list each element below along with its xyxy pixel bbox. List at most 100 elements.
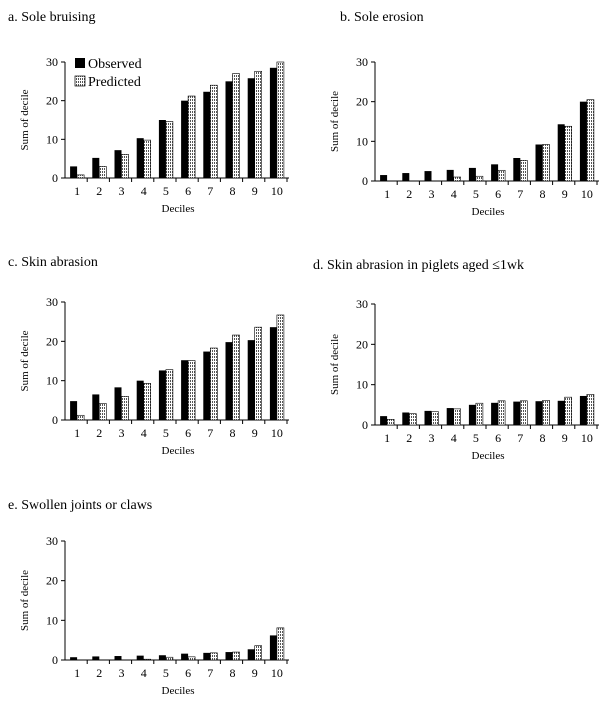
bar-predicted	[475, 175, 484, 182]
x-tick-label: 10	[581, 431, 593, 445]
bar-observed	[225, 342, 233, 420]
bar-predicted	[165, 656, 174, 661]
bar-observed	[181, 653, 189, 660]
y-tick-label: 30	[46, 295, 58, 309]
bar-observed	[402, 412, 410, 425]
y-axis-label: Sum of decile	[329, 334, 341, 395]
x-tick-label: 3	[429, 431, 435, 445]
x-tick-label: 4	[141, 426, 147, 440]
bar-observed	[446, 169, 454, 181]
bar-observed	[424, 410, 432, 425]
y-tick-label: 0	[362, 174, 368, 188]
legend-label-predicted: Predicted	[88, 75, 141, 90]
chart-panel-sole-erosion: b. Sole erosion 0 10 20 30 Sum of decile 1 2 3 4…	[303, 0, 606, 230]
bar-observed	[513, 401, 521, 425]
bar-observed	[513, 157, 521, 181]
bar-observed	[92, 394, 100, 420]
x-tick-label: 7	[207, 426, 213, 440]
bar-predicted	[386, 419, 395, 426]
x-tick-label: 3	[429, 187, 435, 201]
chart-plot-area: 0 10 20 30 Sum of decile 1 2 3 4 5 6 7 8 9 10 Deciles	[19, 534, 289, 697]
bar-predicted	[453, 408, 461, 426]
bar-observed	[402, 173, 410, 181]
x-tick-label: 4	[141, 184, 147, 198]
bar-observed	[203, 351, 211, 420]
bar-observed	[424, 171, 432, 181]
bar-predicted	[409, 413, 417, 426]
bar-observed	[114, 387, 122, 420]
bar-predicted	[276, 314, 285, 421]
chart-panel-skin-abrasion-piglets: d. Skin abrasion in piglets aged ≤1wk 0 1…	[303, 245, 606, 475]
x-tick-label: 8	[230, 184, 236, 198]
bar-observed	[269, 327, 277, 420]
bar-observed	[579, 101, 587, 181]
bar-observed	[158, 370, 166, 420]
bar-observed	[114, 150, 122, 178]
x-tick-label: 5	[163, 184, 169, 198]
x-tick-label: 6	[185, 426, 191, 440]
y-tick-label: 20	[356, 337, 368, 351]
bar-predicted	[564, 125, 573, 182]
chart-panel-swollen-joints: e. Swollen joints or claws 0 10 20 30 Sum of…	[0, 490, 300, 704]
bar-observed	[468, 167, 476, 181]
chart-panel-sole-bruising: a. Sole bruising 0 10 20 30 Sum of decile 1 2 3…	[0, 0, 300, 230]
bar-predicted	[210, 347, 218, 421]
bar-observed	[136, 138, 144, 178]
y-axis-label: Sum of decile	[19, 89, 31, 150]
bar-observed	[181, 360, 189, 420]
bar-predicted	[187, 360, 196, 421]
x-tick-label: 10	[271, 426, 283, 440]
x-tick-label: 8	[540, 187, 546, 201]
x-tick-label: 2	[406, 187, 412, 201]
x-tick-label: 2	[96, 426, 102, 440]
x-tick-label: 2	[96, 184, 102, 198]
chart-title: b. Sole erosion	[340, 10, 424, 25]
x-tick-label: 4	[451, 431, 457, 445]
y-tick-label: 10	[46, 613, 58, 627]
bar-predicted	[542, 144, 550, 182]
x-tick-label: 2	[406, 431, 412, 445]
y-tick-label: 20	[46, 574, 58, 588]
chart-plot-area: 0 10 20 30 Sum of decile 1 2 3 4 5 6 7 8 9 10 Deciles Ob…	[19, 55, 289, 215]
bar-observed	[70, 166, 78, 178]
legend: Observed Predicted	[74, 57, 142, 90]
bar-observed	[70, 657, 78, 660]
y-axis-label: Sum of decile	[19, 330, 31, 391]
bar-predicted	[187, 95, 196, 179]
y-tick-label: 10	[46, 132, 58, 146]
bar-observed	[269, 67, 277, 178]
bar-predicted	[276, 61, 285, 179]
x-tick-label: 5	[163, 666, 169, 680]
bar-predicted	[431, 411, 439, 426]
bar-predicted	[564, 396, 573, 426]
bar-predicted	[165, 121, 174, 179]
bar-observed	[557, 124, 565, 181]
bar-observed	[158, 655, 166, 660]
chart-plot-area: 0 10 20 30 Sum of decile 1 2 3 4 5 6 7 8 9 10 Deciles	[329, 297, 599, 462]
y-tick-label: 20	[46, 334, 58, 348]
bar-observed	[114, 656, 122, 660]
x-tick-label: 10	[271, 666, 283, 680]
x-tick-label: 3	[119, 666, 125, 680]
x-tick-label: 3	[119, 426, 125, 440]
x-tick-label: 7	[207, 184, 213, 198]
x-tick-label: 4	[141, 666, 147, 680]
y-tick-label: 10	[356, 378, 368, 392]
bar-predicted	[187, 656, 196, 661]
x-tick-label: 6	[185, 666, 191, 680]
bar-predicted	[542, 400, 550, 426]
x-tick-label: 1	[74, 184, 80, 198]
y-tick-label: 30	[46, 55, 58, 69]
y-axis-label: Sum of decile	[19, 570, 31, 631]
x-tick-label: 5	[163, 426, 169, 440]
bar-observed	[269, 635, 277, 660]
y-tick-label: 30	[356, 55, 368, 69]
bar-observed	[136, 380, 144, 420]
x-tick-label: 7	[517, 187, 523, 201]
y-tick-label: 20	[46, 94, 58, 108]
chart-panel-skin-abrasion: c. Skin abrasion 0 10 20 30 Sum of decile 1 2 3…	[0, 245, 300, 475]
bar-predicted	[165, 369, 174, 421]
bar-predicted	[497, 169, 506, 182]
bar-predicted	[520, 400, 528, 426]
bar-observed	[468, 404, 476, 425]
